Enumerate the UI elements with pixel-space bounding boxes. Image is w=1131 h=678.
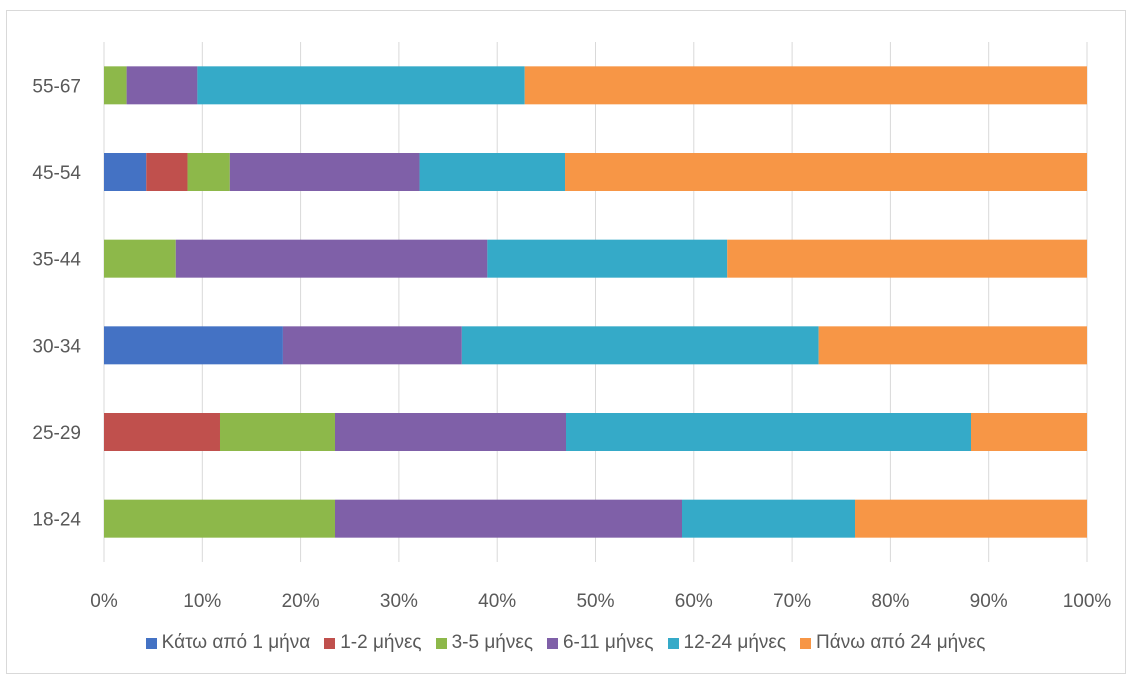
legend-label: 6-11 μήνες (562, 632, 654, 653)
bar-segment (855, 499, 1087, 538)
legend-swatch (145, 637, 157, 649)
bar-segment (727, 239, 1087, 278)
bars (104, 66, 1087, 538)
bar-segment (219, 413, 336, 451)
bar-segment (566, 413, 972, 451)
legend: Κάτω από 1 μήνα 1-2 μήνες 3-5 μήνες 6-11 μή… (0, 632, 1131, 654)
legend-item: Κάτω από 1 μήνα (145, 632, 311, 654)
bar-segment (565, 153, 1087, 191)
bar-segment (104, 326, 283, 365)
bar-segment (335, 413, 567, 451)
category-label: 35-44 (32, 250, 81, 271)
bar-segment (461, 326, 819, 365)
category-label: 25-29 (32, 423, 81, 444)
bar-segment (104, 499, 336, 538)
category-label: 55-67 (32, 76, 81, 97)
legend-swatch (324, 637, 336, 649)
bar-segment (487, 239, 728, 278)
category-label: 45-54 (32, 163, 81, 184)
gridlines (103, 42, 1088, 562)
x-tick-label: 10% (183, 591, 221, 612)
legend-label: Πάνω από 24 μήνες (816, 632, 986, 653)
x-tick-label: 0% (90, 591, 118, 612)
legend-label: Κάτω από 1 μήνα (161, 632, 311, 653)
legend-item: 6-11 μήνες (546, 632, 654, 654)
bar-segment (524, 66, 1087, 105)
x-tick-label: 20% (282, 591, 320, 612)
bar-segment (818, 326, 1087, 365)
bar-segment (682, 499, 856, 538)
x-tick-label: 80% (871, 591, 909, 612)
bar-segment (197, 66, 525, 105)
bar-segment (419, 153, 566, 191)
bar-segment (104, 66, 127, 105)
category-label: 18-24 (32, 510, 81, 531)
legend-label: 1-2 μήνες (340, 632, 422, 653)
legend-swatch (667, 637, 679, 649)
x-tick-label: 60% (675, 591, 713, 612)
bar-segment (187, 153, 230, 191)
legend-label: 3-5 μήνες (451, 632, 533, 653)
bar-segment (229, 153, 420, 191)
x-tick-label: 90% (970, 591, 1008, 612)
legend-item: 1-2 μήνες (324, 632, 422, 654)
bar-segment (282, 326, 462, 365)
x-tick-label: 70% (773, 591, 811, 612)
category-labels: 18-24 25-29 30-34 35-44 45-54 55-67 (32, 76, 81, 530)
category-label: 30-34 (32, 336, 81, 357)
legend-swatch (546, 637, 558, 649)
legend-swatch (435, 637, 447, 649)
legend-label: 12-24 μήνες (683, 632, 787, 653)
bar-segment (175, 239, 488, 278)
legend-item: 3-5 μήνες (435, 632, 533, 654)
legend-swatch (800, 637, 812, 649)
bar-segment (126, 66, 198, 105)
bar-segment (335, 499, 683, 538)
legend-item: Πάνω από 24 μήνες (800, 632, 985, 654)
x-tick-label: 100% (1063, 591, 1112, 612)
x-tick-labels: 0% 10% 20% 30% 40% 50% 60% 70% 80% 90% 100% (90, 591, 1111, 612)
x-tick-label: 30% (380, 591, 418, 612)
bar-segment (104, 413, 220, 451)
bar-segment (146, 153, 188, 191)
x-tick-label: 50% (576, 591, 614, 612)
legend-item: 12-24 μήνες (667, 632, 787, 654)
bar-segment (104, 153, 147, 191)
bar-segment (971, 413, 1087, 451)
x-tick-label: 40% (478, 591, 516, 612)
bar-segment (104, 239, 176, 278)
